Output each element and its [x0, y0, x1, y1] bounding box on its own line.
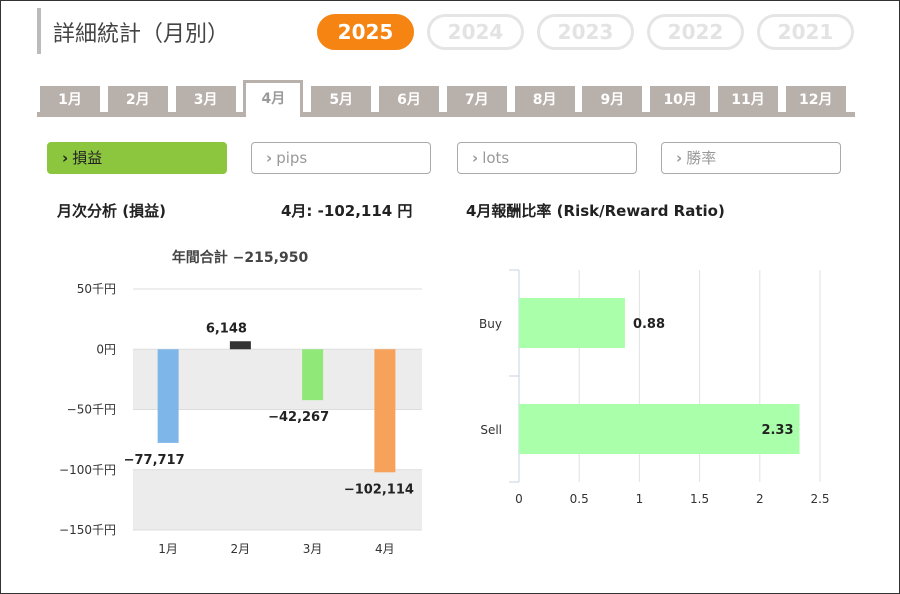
y-tick-label: 0円	[96, 342, 116, 356]
bar-value-label: 0.88	[633, 317, 665, 332]
bar-1月[interactable]	[157, 349, 179, 443]
bar-Buy[interactable]	[519, 298, 625, 348]
chevron-right-icon: ›	[676, 149, 683, 167]
x-tick-label: 2.5	[810, 492, 829, 506]
bar-Sell[interactable]	[519, 404, 800, 454]
y-tick-label: Sell	[480, 423, 502, 437]
x-tick-label: 2	[756, 492, 764, 506]
x-tick-label: 2月	[231, 542, 251, 556]
month-tab-4[interactable]: 4月	[243, 80, 304, 117]
year-button-3[interactable]: 2022	[647, 14, 744, 50]
bar-value-label: 2.33	[761, 423, 793, 438]
year-button-1[interactable]: 2024	[427, 14, 524, 50]
x-tick-label: 0.5	[570, 492, 589, 506]
x-tick-label: 1月	[158, 542, 178, 556]
bar-4月[interactable]	[374, 349, 396, 473]
metric-label: pips	[276, 149, 308, 167]
month-tab-6[interactable]: 6月	[379, 86, 439, 114]
chevron-right-icon: ›	[266, 149, 273, 167]
month-tab-10[interactable]: 10月	[650, 86, 711, 114]
tabs-baseline	[37, 112, 855, 117]
month-tab-8[interactable]: 8月	[514, 86, 575, 114]
bar-value-label: 6,148	[206, 321, 247, 336]
bar-2月[interactable]	[229, 341, 251, 350]
year-button-4[interactable]: 2021	[757, 14, 854, 50]
x-tick-label: 1.5	[690, 492, 709, 506]
x-tick-label: 4月	[375, 542, 395, 556]
metric-label: 勝率	[686, 149, 717, 167]
year-button-2[interactable]: 2023	[537, 14, 634, 50]
bar-value-label: −77,717	[124, 453, 185, 468]
bar-value-label: −42,267	[268, 410, 329, 425]
chevron-right-icon: ›	[472, 149, 479, 167]
month-tab-12[interactable]: 12月	[785, 86, 846, 114]
chart-title: 年間合計 −215,950	[172, 249, 309, 266]
plot-band	[133, 469, 422, 530]
month-summary: 4月: -102,114 円	[281, 202, 413, 220]
bar-3月[interactable]	[302, 349, 324, 401]
chevron-right-icon: ›	[62, 149, 69, 167]
y-tick-label: 50千円	[77, 282, 116, 296]
y-tick-label: −150千円	[59, 523, 116, 537]
y-tick-label: −100千円	[59, 463, 116, 477]
metric-button-1[interactable]: › pips	[251, 142, 431, 174]
x-tick-label: 0	[515, 492, 523, 506]
x-tick-label: 3月	[303, 542, 323, 556]
metric-label: lots	[482, 149, 510, 167]
month-tab-3[interactable]: 3月	[175, 86, 236, 114]
month-tab-2[interactable]: 2月	[107, 86, 168, 114]
month-tab-7[interactable]: 7月	[446, 86, 507, 114]
monthly-pnl-chart: 50千円 0円 −50千円 −100千円 −150千円 年間合計 −215,950 −77,…	[59, 249, 422, 556]
y-tick-label: −50千円	[67, 403, 116, 417]
bar-value-label: −102,114	[344, 482, 414, 497]
month-tab-5[interactable]: 5月	[311, 86, 372, 114]
metric-button-3[interactable]: › 勝率	[661, 142, 841, 174]
month-tab-9[interactable]: 9月	[582, 86, 643, 114]
risk-reward-heading: 4月報酬比率 (Risk/Reward Ratio)	[466, 202, 725, 220]
y-tick-label: Buy	[479, 317, 502, 331]
x-tick-label: 1	[636, 492, 644, 506]
page-title: 詳細統計（月別）	[53, 22, 230, 47]
plot-band	[133, 349, 422, 410]
metric-label: 損益	[72, 149, 103, 167]
month-tab-1[interactable]: 1月	[40, 86, 100, 114]
metric-button-2[interactable]: › lots	[457, 142, 637, 174]
metric-button-0[interactable]: › 損益	[47, 142, 227, 174]
year-button-0[interactable]: 2025	[317, 14, 414, 50]
month-tab-11[interactable]: 11月	[718, 86, 778, 114]
monthly-analysis-heading: 月次分析 (損益)	[57, 202, 166, 220]
title-bar: 詳細統計（月別）	[37, 8, 230, 54]
